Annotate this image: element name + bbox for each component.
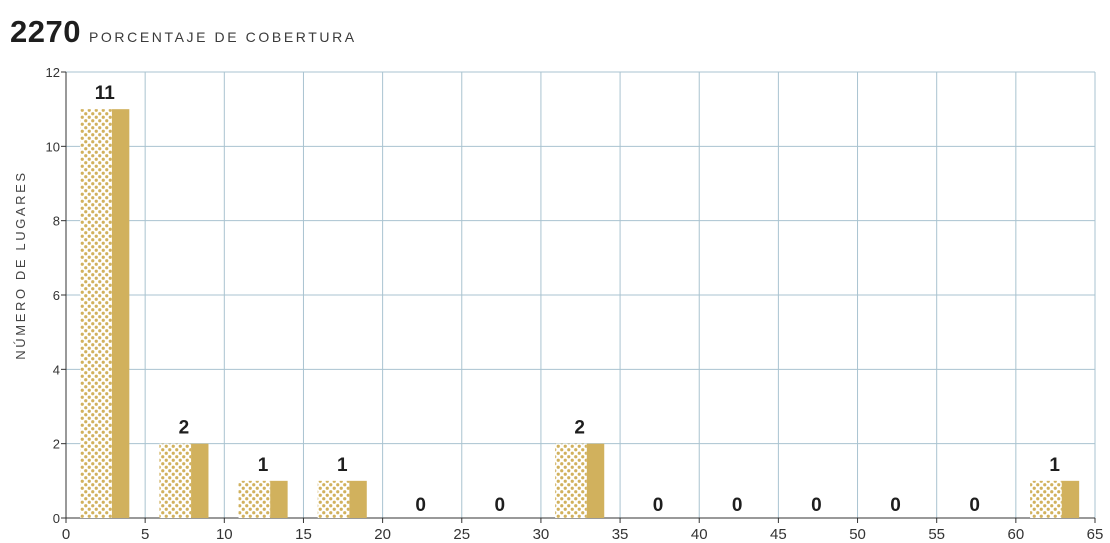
y-tick-label: 12: [46, 65, 60, 80]
bar-value-label: 0: [415, 495, 426, 516]
y-tick-label: 6: [53, 288, 60, 303]
bar-dotted: [1030, 480, 1062, 518]
x-tick-label: 25: [453, 526, 470, 543]
x-tick-label: 20: [374, 526, 391, 543]
y-tick-label: 4: [53, 362, 60, 377]
bar-solid: [270, 480, 288, 518]
y-tick-label: 2: [53, 437, 60, 452]
y-axis-label: NÚMERO DE LUGARES: [13, 170, 28, 359]
x-tick-label: 15: [295, 526, 312, 543]
bar-value-label: 0: [969, 495, 980, 516]
bar-value-label: 2: [179, 418, 190, 439]
x-tick-label: 50: [849, 526, 866, 543]
bar-solid: [586, 443, 605, 518]
bar-solid: [349, 480, 367, 518]
bar-value-label: 0: [653, 495, 664, 516]
bar-dotted: [238, 480, 271, 518]
bar-solid: [191, 443, 209, 518]
x-tick-label: 10: [216, 526, 233, 543]
chart-subtitle: PORCENTAJE DE COBERTURA: [88, 29, 357, 45]
chart-bars: [80, 109, 1080, 519]
x-tick-label: 0: [62, 526, 70, 543]
bar-dotted: [317, 480, 350, 518]
chart-title-number: 2270: [10, 14, 81, 49]
y-tick-label: 8: [53, 214, 60, 229]
y-tick-label: 0: [53, 511, 60, 526]
bar-value-label: 0: [811, 495, 822, 516]
x-tick-label: 60: [1008, 526, 1025, 543]
x-tick-label: 55: [928, 526, 945, 543]
x-axis-ticks: 0 5 10 15 20 25 30 35 40 45 50 55 60 65: [62, 518, 1104, 543]
bar-solid: [111, 109, 130, 519]
chart-title: 2270 PORCENTAJE DE COBERTURA: [10, 14, 357, 49]
x-tick-label: 35: [612, 526, 629, 543]
x-tick-label: 65: [1087, 526, 1104, 543]
bar-dotted: [80, 109, 112, 519]
bar-value-label: 11: [95, 83, 116, 104]
bar-value-label: 0: [732, 495, 743, 516]
bar-solid: [1061, 480, 1080, 518]
bar-dotted: [555, 443, 587, 518]
bar-value-label: 0: [494, 495, 505, 516]
x-tick-label: 5: [141, 526, 149, 543]
bar-value-label: 1: [258, 455, 269, 476]
x-tick-label: 40: [691, 526, 708, 543]
bar-value-label: 1: [1049, 455, 1060, 476]
x-tick-label: 30: [533, 526, 550, 543]
bar-value-label: 0: [890, 495, 901, 516]
y-axis-ticks: 0 2 4 6 8 10 12: [46, 65, 66, 526]
y-tick-label: 10: [46, 139, 60, 154]
bar-dotted: [159, 443, 192, 518]
bar-value-label: 1: [337, 455, 348, 476]
x-tick-label: 45: [770, 526, 787, 543]
bar-value-label: 2: [574, 418, 585, 439]
